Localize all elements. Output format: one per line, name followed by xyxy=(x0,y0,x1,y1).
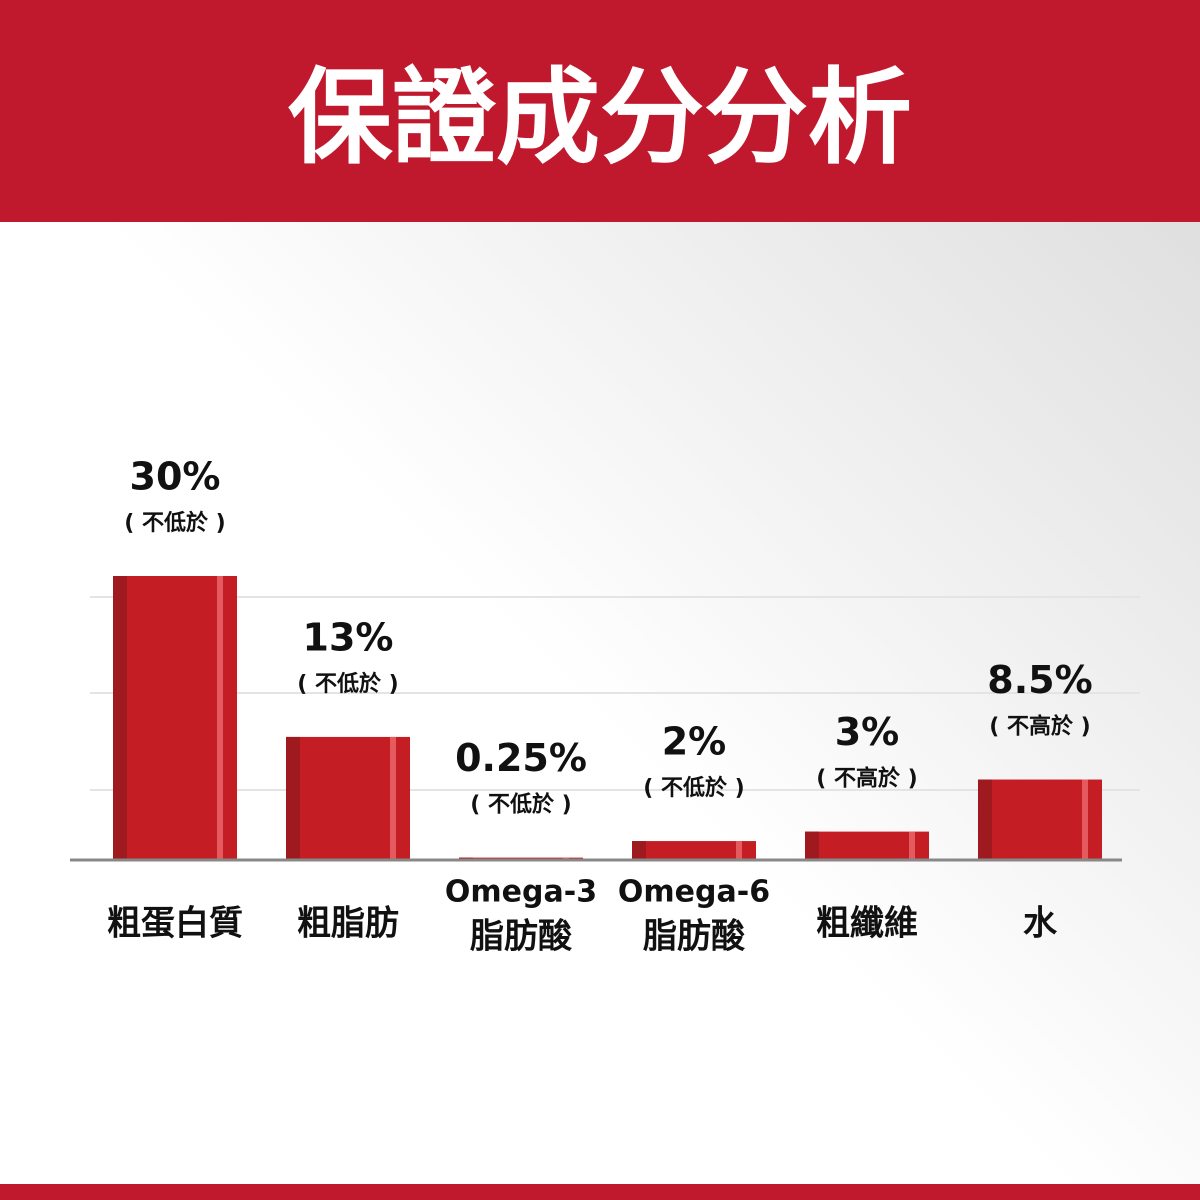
bar-highlight xyxy=(390,736,396,860)
annotation: ( 不低於 ) xyxy=(297,671,398,697)
value-label: 0.25% xyxy=(455,736,587,780)
bar-shade xyxy=(978,779,992,860)
value-label: 30% xyxy=(130,455,221,499)
bar xyxy=(113,576,237,860)
bars: 30% ( 不低於 ) 粗蛋白質 13% ( 不低於 ) 粗脂肪 0.25% ( 不低於 ) O… xyxy=(107,455,1102,957)
value-label: 2% xyxy=(662,720,727,764)
value-label: 13% xyxy=(303,615,394,659)
x-tick-label: Omega-3 xyxy=(445,875,597,910)
annotation: ( 不低於 ) xyxy=(643,775,744,801)
x-tick-label: 粗纖維 xyxy=(816,904,918,944)
bar xyxy=(632,841,756,860)
x-tick-label: 脂肪酸 xyxy=(643,917,746,957)
bar xyxy=(805,831,929,860)
bar-shade xyxy=(286,736,300,860)
annotation: ( 不高於 ) xyxy=(816,766,917,792)
x-tick-label: 脂肪酸 xyxy=(470,917,573,957)
value-label: 8.5% xyxy=(987,658,1092,702)
annotation: ( 不低於 ) xyxy=(470,792,571,818)
x-tick-label: Omega-6 xyxy=(618,875,770,910)
x-tick-label: 粗脂肪 xyxy=(297,904,399,944)
bar-highlight xyxy=(217,576,223,860)
bar-highlight xyxy=(1082,779,1088,860)
x-tick-label: 水 xyxy=(1023,904,1058,944)
bar xyxy=(286,736,410,860)
chart-title: 保證成分分析 xyxy=(288,56,912,178)
x-tick-label: 粗蛋白質 xyxy=(107,904,243,944)
value-label: 3% xyxy=(835,710,900,754)
annotation: ( 不低於 ) xyxy=(124,510,225,536)
bar xyxy=(978,779,1102,860)
bar-shade xyxy=(805,831,819,860)
bar-highlight xyxy=(909,831,915,860)
bar-shade xyxy=(632,841,646,860)
footer-band xyxy=(0,1184,1200,1200)
bar-highlight xyxy=(736,841,742,860)
annotation: ( 不高於 ) xyxy=(989,714,1090,740)
bar-shade xyxy=(113,576,127,860)
header-band xyxy=(0,0,1200,222)
